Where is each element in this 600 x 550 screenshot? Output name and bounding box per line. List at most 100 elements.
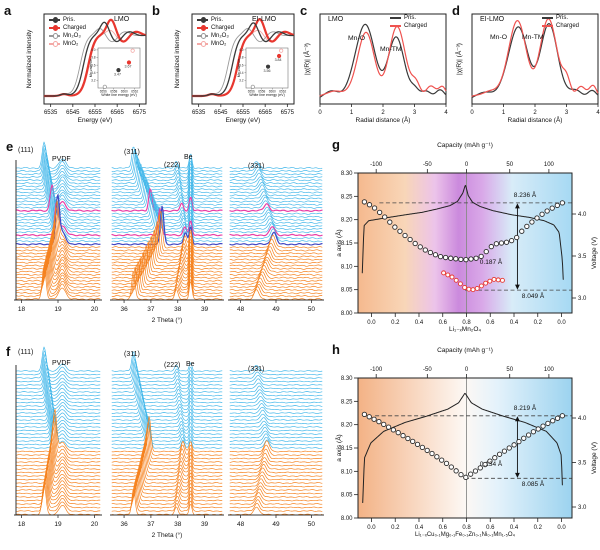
- svg-text:-100: -100: [370, 162, 383, 168]
- annotation-min-a: 8.085 Å: [521, 481, 545, 488]
- svg-text:4.0: 4.0: [91, 48, 96, 52]
- svg-text:8.15: 8.15: [341, 446, 353, 452]
- legend-label: Charged: [211, 25, 235, 31]
- svg-text:48: 48: [237, 521, 245, 528]
- legend-line: [542, 17, 553, 19]
- panel-b-xlabel: Energy (eV): [225, 117, 261, 124]
- peak-label-be: Be: [186, 361, 195, 368]
- annotation-max-a: 8.219 Å: [513, 405, 537, 412]
- svg-text:4: 4: [596, 110, 600, 116]
- panel-c-sample-label: LMO: [328, 16, 344, 23]
- annotation-max-a: 8.236 Å: [513, 192, 537, 199]
- svg-text:3.67: 3.67: [124, 65, 131, 69]
- svg-text:0.0: 0.0: [367, 320, 376, 326]
- svg-text:50: 50: [506, 162, 513, 168]
- svg-text:18: 18: [18, 306, 26, 313]
- svg-text:3.2: 3.2: [91, 79, 96, 83]
- legend-item: Charged: [49, 24, 86, 32]
- svg-text:39: 39: [201, 521, 209, 528]
- svg-text:20: 20: [91, 306, 99, 313]
- peak-label-pvdf: PVDF: [52, 360, 71, 367]
- svg-text:6555: 6555: [236, 110, 250, 116]
- svg-text:0.6: 0.6: [439, 320, 448, 326]
- svg-text:8.20: 8.20: [341, 423, 353, 429]
- panel-g-bottom-xlabel: Li₁₋ₓMn₂O₄: [448, 326, 482, 333]
- svg-text:6560: 6560: [121, 90, 128, 94]
- panel-b-label: b: [152, 3, 160, 18]
- svg-text:1: 1: [350, 110, 354, 116]
- svg-text:0: 0: [470, 110, 474, 116]
- peak-label-331: (331): [248, 163, 265, 170]
- svg-text:3.6: 3.6: [91, 63, 96, 67]
- operando-xrd-lmo-chart: 18 19 20 36 37 38 39 48 49 50: [14, 141, 324, 313]
- legend-item: Pris.: [49, 16, 86, 24]
- legend-marker: [200, 25, 206, 31]
- panel-h-bottom-xlabel: Li₁₋ₓCu₀.₁Mg₀.₁Fe₀.₁Zn₀.₁Ni₀.₁Mn₁.₅O₄: [415, 532, 515, 538]
- svg-text:6562: 6562: [279, 90, 286, 94]
- svg-text:8.05: 8.05: [341, 493, 353, 499]
- svg-text:19: 19: [54, 521, 62, 528]
- svg-text:-100: -100: [370, 367, 383, 373]
- peak-label-pvdf: PVDF: [52, 156, 71, 163]
- legend-label: Pris.: [211, 17, 223, 23]
- peak-label-mn-tm: Mn-TM: [522, 34, 544, 41]
- panel-a-xlabel: Energy (eV): [77, 117, 113, 124]
- legend-line: [390, 25, 401, 27]
- svg-text:20: 20: [91, 521, 99, 528]
- legend-item: MnO₂: [197, 40, 234, 48]
- svg-text:6535: 6535: [192, 110, 206, 116]
- annotation-delta-a: 0.187 Å: [479, 259, 503, 266]
- panel-b-inset-ylabel: Mn valence: [237, 58, 242, 78]
- svg-text:0.2: 0.2: [391, 525, 400, 531]
- svg-text:3.47: 3.47: [114, 72, 121, 76]
- svg-text:36: 36: [120, 306, 128, 313]
- svg-text:8.00: 8.00: [341, 516, 353, 522]
- legend-label: Mn₂O₃: [63, 33, 81, 39]
- svg-text:0.6: 0.6: [486, 525, 495, 531]
- svg-text:3.4: 3.4: [239, 71, 244, 75]
- panel-a-ylabel: Normalized intensity: [25, 29, 33, 89]
- svg-text:8.00: 8.00: [341, 311, 353, 317]
- legend-item: Pris.: [542, 14, 579, 22]
- svg-text:8.20: 8.20: [341, 218, 353, 224]
- svg-text:100: 100: [544, 162, 555, 168]
- legend-label: Pris.: [63, 17, 75, 23]
- legend-marker: [52, 33, 58, 39]
- peak-label-111: (111): [18, 349, 34, 356]
- peak-label-311: (311): [124, 351, 140, 358]
- svg-text:8.25: 8.25: [341, 399, 353, 405]
- svg-text:0.0: 0.0: [557, 320, 566, 326]
- svg-text:6556: 6556: [100, 90, 107, 94]
- panel-f-label: f: [6, 344, 11, 359]
- panel-b-ylabel: Normalized intensity: [173, 29, 181, 89]
- peak-label-222: (222): [164, 362, 181, 369]
- panel-a-legend: Pris. Charged Mn₂O₃ MnO₂: [49, 16, 86, 48]
- legend-item: Mn₂O₃: [197, 32, 234, 40]
- svg-text:0.4: 0.4: [415, 320, 424, 326]
- svg-text:3.5: 3.5: [578, 254, 587, 260]
- legend-line: [542, 25, 553, 27]
- svg-text:0: 0: [318, 110, 322, 116]
- svg-text:38: 38: [174, 521, 182, 528]
- svg-text:0.4: 0.4: [510, 525, 519, 531]
- panel-d-legend: Pris. Charged: [542, 14, 579, 30]
- panel-e: 18 19 20 36 37 38 39 48 49 50 e (111) PVDF (311) …: [0, 140, 336, 345]
- svg-text:6560: 6560: [269, 90, 276, 94]
- svg-text:50: 50: [308, 306, 316, 313]
- lattice-voltage-lmo-chart: -100 -50 0 50 100 0.0 0.2 0.4 0.6 0.8 0.6 0.4 0.2 0.0…: [341, 162, 587, 326]
- svg-text:0.4: 0.4: [510, 320, 519, 326]
- panel-c-xlabel: Radial distance (Å): [355, 117, 411, 124]
- svg-text:0.8: 0.8: [462, 320, 471, 326]
- svg-text:0.6: 0.6: [439, 525, 448, 531]
- panel-h-y2label: Voltage (V): [590, 441, 598, 475]
- svg-text:4.0: 4.0: [239, 48, 244, 52]
- legend-line: [390, 17, 401, 19]
- svg-text:3: 3: [413, 110, 417, 116]
- panel-d-label: d: [452, 3, 460, 18]
- svg-text:8.10: 8.10: [341, 469, 353, 475]
- svg-text:48: 48: [237, 306, 245, 313]
- legend-item: Pris.: [390, 14, 427, 22]
